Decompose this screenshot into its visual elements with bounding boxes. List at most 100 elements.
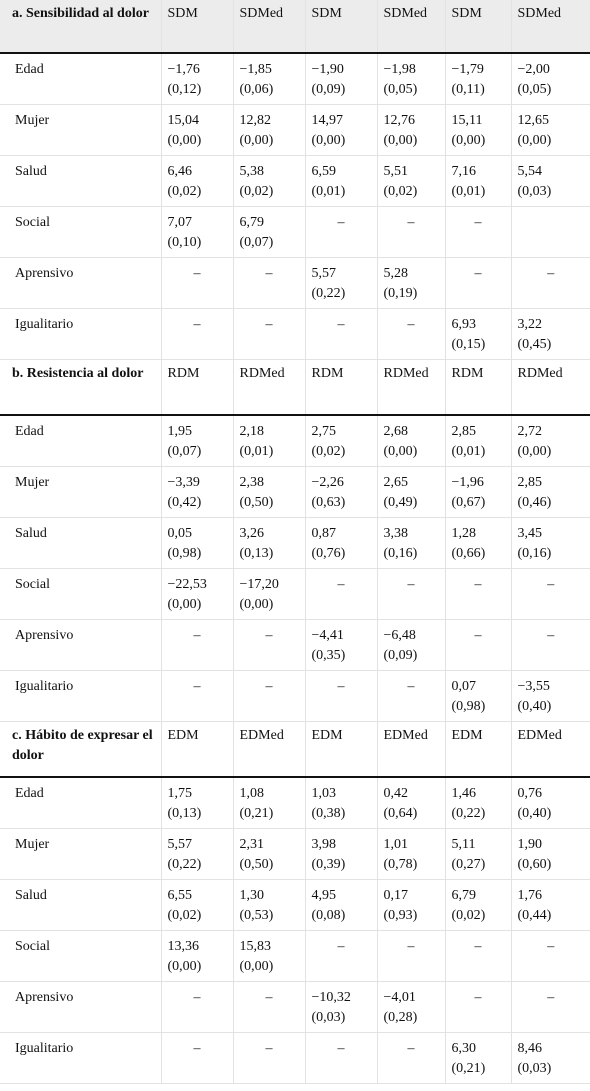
coefficient: 3,45 [517,525,543,541]
dash-cell: – [445,257,512,309]
value-cell: −3,39 (0,42) [161,466,234,518]
p-value: (0,00) [383,132,418,148]
coefficient: 0,17 [383,887,409,903]
column-header: EDM [445,721,512,778]
dash-cell: – [305,308,378,360]
coefficient: 8,46 [517,1040,543,1056]
coefficient: 1,08 [239,786,265,801]
p-value: (0,05) [383,82,418,97]
p-value: (0,00) [239,596,274,612]
row-label: Social [0,930,162,982]
value-cell: −10,32 (0,03) [305,981,378,1033]
p-value: (0,22) [311,285,346,301]
p-value: (0,00) [239,132,274,148]
coefficient: 2,38 [239,474,265,490]
coefficient: 3,22 [517,316,543,332]
coefficient: 2,85 [517,474,543,490]
p-value: (0,02) [239,183,274,199]
column-header: SDM [445,0,512,54]
coefficient: 1,46 [451,786,477,801]
row-label: Salud [0,517,162,569]
section-header-row: a. Sensibilidad al dolor SDM SDMed SDM SDMed… [0,0,590,54]
value-cell: 15,11 (0,00) [445,104,512,156]
p-value: (0,02) [383,183,418,199]
p-value: (0,28) [383,1009,418,1025]
coefficient: 1,95 [167,424,193,439]
value-cell: 2,85 (0,01) [445,415,512,467]
p-value: (0,00) [383,444,418,459]
p-value: (0,40) [517,698,552,714]
p-value: (0,07) [167,444,202,459]
dash-cell: – [233,1032,306,1084]
coefficient: 5,28 [383,265,409,281]
coefficient: 0,07 [451,678,477,694]
dash-cell: – [377,1032,446,1084]
row-label: Igualitario [0,308,162,360]
row-label: Mujer [0,104,162,156]
p-value: (0,01) [451,444,486,459]
data-row: Igualitario – – – –0,07 (0,98) −3,55 (0,40) [0,670,590,722]
value-cell: 5,57 (0,22) [161,828,234,880]
column-header: SDM [305,0,378,54]
value-cell: 7,16 (0,01) [445,155,512,207]
coefficient: 6,30 [451,1040,477,1056]
value-cell: −1,79 (0,11) [445,53,512,105]
section-header-row: c. Hábito de expresar el dolor EDM EDMed ED… [0,721,590,778]
coefficient: −10,32 [311,989,351,1005]
p-value: (0,21) [239,806,274,821]
coefficient: 2,68 [383,424,409,439]
coefficient: 0,42 [383,786,409,801]
dash-cell: – [377,308,446,360]
p-value: (0,00) [167,132,202,148]
value-cell: 2,18 (0,01) [233,415,306,467]
p-value: (0,64) [383,806,418,821]
column-header: RDM [445,359,512,416]
column-header: RDM [305,359,378,416]
p-value: (0,98) [167,545,202,561]
coefficient: 12,82 [239,112,272,128]
section-title: a. Sensibilidad al dolor [0,0,162,54]
dash-cell: – [161,670,234,722]
value-cell: −1,76 (0,12) [161,53,234,105]
p-value: (0,40) [517,806,552,821]
column-header: SDMed [377,0,446,54]
value-cell: 12,82 (0,00) [233,104,306,156]
coefficient: 5,38 [239,163,265,179]
section-header-row: b. Resistencia al dolor RDM RDMed RDM RDMed R… [0,359,590,416]
coefficient: 6,79 [451,887,477,903]
p-value: (0,66) [451,545,486,561]
dash-cell: – [377,670,446,722]
p-value: (0,06) [239,82,274,97]
p-value: (0,39) [311,856,346,872]
value-cell: 5,11 (0,27) [445,828,512,880]
coefficient: 6,79 [239,214,265,230]
data-row: Mujer 5,57 (0,22) 2,31 (0,50) 3,98 (0,39) 1,01 (… [0,828,590,880]
p-value: (0,22) [167,856,202,872]
coefficient: −1,79 [451,62,484,77]
value-cell: 5,38 (0,02) [233,155,306,207]
dash-cell: – [161,257,234,309]
coefficient: −1,85 [239,62,272,77]
value-cell: 0,17 (0,93) [377,879,446,931]
value-cell: 2,72 (0,00) [511,415,590,467]
column-header: EDM [161,721,234,778]
coefficient: 14,97 [311,112,344,128]
p-value: (0,05) [517,82,552,97]
value-cell: 7,07 (0,10) [161,206,234,258]
coefficient: 0,05 [167,525,193,541]
data-row: Igualitario – – – –6,30 (0,21) 8,46 (0,03) [0,1032,590,1084]
coefficient: 1,28 [451,525,477,541]
data-row: Edad −1,76 (0,12) −1,85 (0,06) −1,90 (0,09) −1,… [0,53,590,105]
value-cell: −3,55 (0,40) [511,670,590,722]
p-value: (0,02) [167,183,202,199]
p-value: (0,35) [311,647,346,663]
coefficient: −2,26 [311,474,344,490]
data-row: Social 7,07 (0,10) 6,79 (0,07) – – – [0,206,590,258]
dash-cell: – [511,930,590,982]
p-value: (0,11) [451,82,485,97]
value-cell: 2,65 (0,49) [377,466,446,518]
data-row: Social 13,36 (0,00) 15,83 (0,00) – – – – [0,930,590,982]
coefficient: −1,98 [383,62,416,77]
coefficient: 2,85 [451,424,477,439]
coefficient: 2,65 [383,474,409,490]
